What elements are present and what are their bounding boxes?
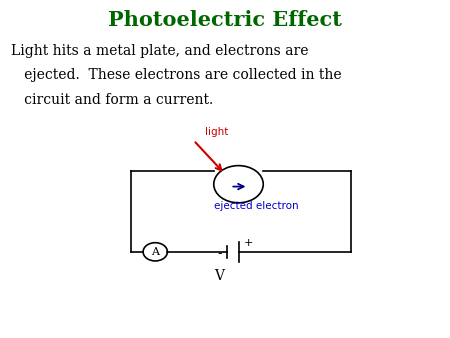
Text: V: V: [214, 269, 225, 283]
Text: ejected electron: ejected electron: [214, 201, 298, 211]
Text: -: -: [218, 247, 222, 260]
Text: light: light: [205, 127, 228, 137]
Text: Photoelectric Effect: Photoelectric Effect: [108, 10, 342, 30]
Text: circuit and form a current.: circuit and form a current.: [11, 93, 213, 106]
Text: +: +: [244, 238, 253, 248]
Text: Light hits a metal plate, and electrons are: Light hits a metal plate, and electrons …: [11, 44, 309, 58]
Text: ejected.  These electrons are collected in the: ejected. These electrons are collected i…: [11, 68, 342, 82]
Text: A: A: [151, 247, 159, 257]
